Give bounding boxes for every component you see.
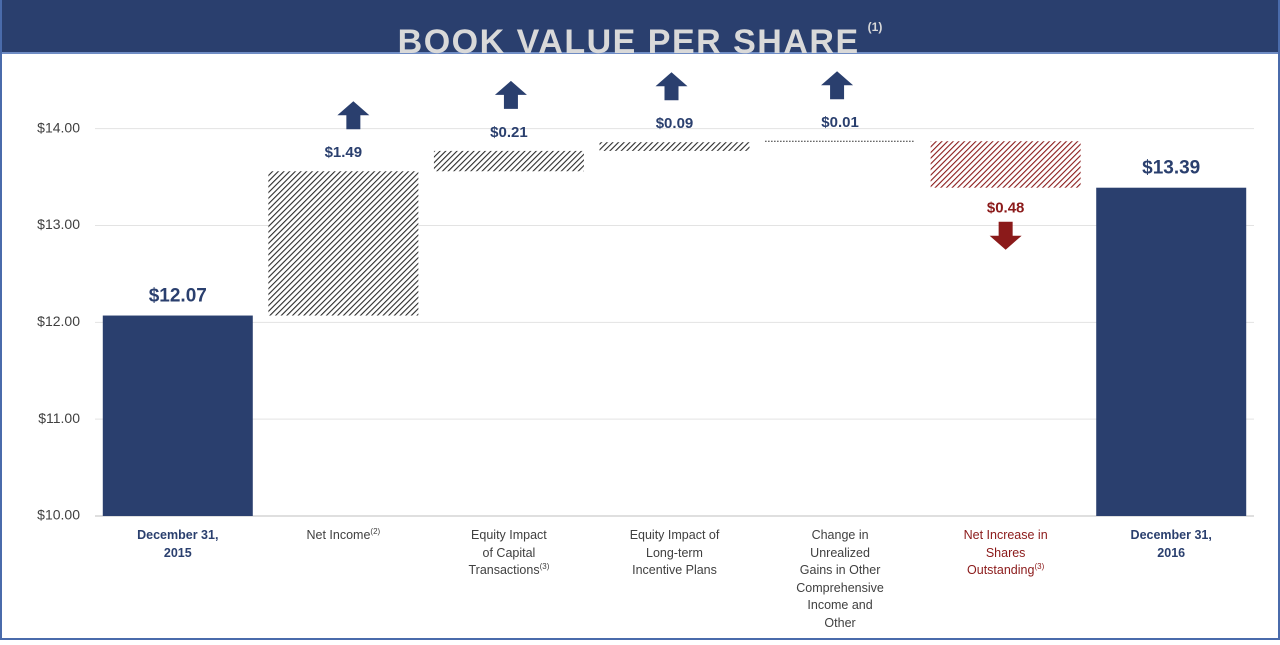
x-tick-label: Equity Impact of Long-term Incentive Pla… — [595, 527, 755, 580]
x-tick-label: Equity Impact of Capital Transactions(3) — [429, 527, 589, 580]
bar — [433, 150, 584, 172]
category-text: Net Income — [306, 528, 371, 542]
category-footnote: (2) — [370, 527, 381, 536]
arrow — [821, 71, 854, 100]
title-footnote: (1) — [867, 20, 883, 34]
x-tick-label: Net Increase in Shares Outstanding(3) — [926, 527, 1086, 580]
category-text: Net Increase in Shares Outstanding — [963, 528, 1048, 577]
value-label: $0.48 — [987, 200, 1025, 217]
bar — [102, 315, 253, 516]
header: BOOK VALUE PER SHARE (1) — [2, 0, 1278, 61]
chart-title: BOOK VALUE PER SHARE — [397, 23, 860, 61]
value-label: $1.49 — [325, 144, 363, 161]
y-tick-label: $12.00 — [37, 313, 80, 329]
value-label: $0.01 — [821, 114, 859, 131]
y-tick-label: $14.00 — [37, 119, 80, 135]
y-tick-label: $13.00 — [37, 216, 80, 232]
x-tick-label: December 31, 2015 — [98, 527, 258, 562]
category-footnote: (3) — [1034, 562, 1045, 571]
value-label: $0.09 — [656, 115, 694, 132]
category-footnote: (3) — [539, 562, 550, 571]
bar — [930, 141, 1081, 188]
category-text: December 31, 2016 — [1130, 528, 1212, 560]
y-tick-label: $10.00 — [37, 507, 80, 523]
arrow — [337, 101, 370, 130]
value-label: $12.07 — [149, 286, 207, 307]
bar — [268, 171, 419, 316]
category-text: December 31, 2015 — [137, 528, 219, 560]
y-tick-label: $11.00 — [38, 410, 80, 426]
x-tick-label: Change in Unrealized Gains in Other Comp… — [760, 527, 920, 632]
bar — [599, 142, 750, 151]
value-label: $0.21 — [490, 124, 528, 141]
value-label: $13.39 — [1142, 158, 1200, 179]
x-tick-label: Net Income(2) — [263, 527, 423, 545]
arrow — [494, 80, 527, 109]
category-text: Change in Unrealized Gains in Other Comp… — [796, 528, 884, 630]
x-tick-label: December 31, 2016 — [1091, 527, 1251, 562]
category-text: Equity Impact of Capital Transactions — [468, 528, 547, 577]
category-text: Equity Impact of Long-term Incentive Pla… — [629, 528, 720, 577]
arrow — [989, 221, 1022, 250]
bar — [1096, 187, 1247, 516]
arrow — [655, 72, 688, 101]
